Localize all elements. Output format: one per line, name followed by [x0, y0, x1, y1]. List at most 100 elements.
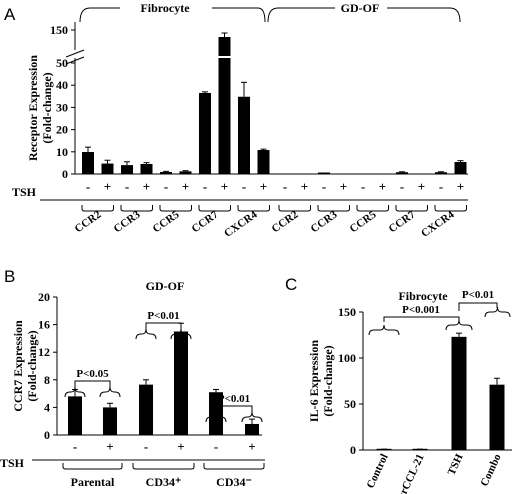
panel-b-title: GD-OF [146, 279, 185, 293]
bar-5 [179, 171, 192, 174]
bar-16 [396, 172, 408, 174]
tsh-label: TSH [0, 456, 25, 470]
receptor-bracket-6 [317, 205, 350, 212]
y-tick-label-16: 16 [38, 318, 50, 332]
y-tick-label-40: 40 [56, 78, 68, 92]
bar-18 [435, 172, 447, 174]
sig-line-1 [458, 302, 498, 311]
bar-8 [238, 96, 250, 174]
receptor-bracket-8 [395, 205, 428, 212]
y-axis-label-line2: (Fold-change) [25, 330, 39, 401]
tsh-mark-8: - [242, 179, 246, 194]
tsh-mark-3: + [143, 179, 150, 194]
bar-3 [489, 384, 505, 450]
bar-6 [199, 92, 211, 174]
category-label-3: Combo [478, 452, 504, 489]
receptor-bracket-5 [278, 205, 311, 212]
tsh-mark-14: - [361, 179, 365, 194]
receptor-bracket-3 [198, 205, 231, 212]
bar-9 [257, 150, 270, 174]
receptor-label-5: CCR2 [270, 208, 301, 235]
y-axis-label-line2: (Fold-change) [40, 72, 54, 143]
receptor-bracket-2 [159, 205, 192, 212]
receptor-label-6: CCR3 [309, 208, 340, 235]
panel-letter-b: B [4, 267, 15, 286]
category-label-1: CD34⁺ [146, 475, 182, 489]
tsh-mark-9: + [260, 179, 267, 194]
bar-2 [121, 165, 133, 174]
category-label-2: CD34⁻ [216, 475, 252, 489]
bar-7-lower [218, 58, 231, 174]
bar-2 [139, 384, 153, 435]
receptor-label-4: CXCR4 [222, 208, 260, 239]
tsh-mark-10: - [283, 179, 287, 194]
y-tick-label-50: 50 [56, 56, 68, 70]
receptor-bracket-7 [356, 205, 389, 212]
bar-5 [245, 423, 259, 435]
bar-3 [174, 331, 188, 435]
receptor-bracket-0 [81, 205, 114, 212]
category-label-0: Parental [71, 475, 115, 489]
axis-break-mark-2 [65, 56, 85, 65]
tsh-mark-13: + [340, 179, 347, 194]
tsh-mark-3: + [177, 439, 184, 454]
sig-line-2 [215, 405, 253, 412]
tsh-mark-0: - [73, 439, 77, 454]
y-axis-label-line2: (Fold-change) [321, 345, 335, 416]
tsh-mark-0: - [86, 179, 90, 194]
sig-line-1 [145, 322, 182, 329]
y-tick-label-8: 8 [44, 373, 50, 387]
group-label-gd-of: GD-OF [341, 1, 380, 15]
bar-4 [160, 172, 172, 174]
y-tick-label-10: 10 [56, 145, 68, 159]
tsh-mark-19: + [457, 179, 464, 194]
p-value-1: P<0.01 [147, 310, 179, 322]
y-axis-label-line1: IL-6 Expression [307, 340, 321, 422]
receptor-bracket-9 [434, 205, 467, 212]
bar-0 [68, 396, 82, 435]
tsh-mark-6: - [203, 179, 207, 194]
tsh-mark-11: + [301, 179, 308, 194]
y-axis-label-line1: CCR7 Expression [11, 320, 25, 412]
sig-line-0 [74, 380, 111, 387]
bar-7 [218, 37, 231, 56]
receptor-label-3: CCR7 [190, 208, 221, 235]
receptor-label-8: CCR7 [387, 208, 418, 235]
tsh-mark-1: + [106, 439, 113, 454]
sig-line-0 [383, 316, 460, 322]
group-bracket-fibrocyte [79, 7, 266, 23]
y-tick-label-0: 0 [44, 428, 50, 442]
y-tick-label-0: 0 [62, 167, 68, 181]
tsh-mark-5: + [248, 439, 255, 454]
group-bracket-combo [484, 306, 511, 318]
y-tick-label-20: 20 [56, 123, 68, 137]
tsh-mark-4: - [214, 439, 218, 454]
p-value-2: P<0.01 [218, 393, 250, 405]
tsh-mark-15: + [379, 179, 386, 194]
p-value-0: P<0.05 [76, 368, 109, 380]
panel-a-chart: Fibrocyte GD-OF 0 10 20 30 40 50 150 Receptor Exp… [12, 1, 468, 240]
bar-0 [82, 152, 94, 174]
p-value-1: P<0.01 [462, 289, 494, 301]
tsh-mark-4: - [164, 179, 168, 194]
panel-letter-c: C [285, 275, 297, 294]
category-bracket-2 [203, 463, 265, 470]
tsh-mark-18: - [439, 179, 443, 194]
bar-3 [140, 164, 153, 174]
receptor-label-2: CCR5 [151, 208, 182, 235]
tsh-mark-16: - [400, 179, 404, 194]
tsh-mark-12: - [322, 179, 326, 194]
group-bracket-control [368, 324, 400, 336]
y-axis-label-line1: Receptor Expression [26, 55, 40, 161]
y-tick-label-4: 4 [44, 400, 50, 414]
sig-bracket-right-0 [99, 386, 121, 398]
group-label-fibrocyte: Fibrocyte [140, 1, 190, 15]
group-bracket-gd-of [267, 7, 461, 23]
tsh-mark-2: - [144, 439, 148, 454]
y-tick-label-100: 100 [338, 351, 356, 365]
receptor-label-1: CCR3 [112, 208, 143, 235]
y-tick-label-50: 50 [344, 397, 356, 411]
category-label-1: hrCCL-21 [395, 452, 427, 494]
panel-letter-a: A [4, 5, 16, 24]
